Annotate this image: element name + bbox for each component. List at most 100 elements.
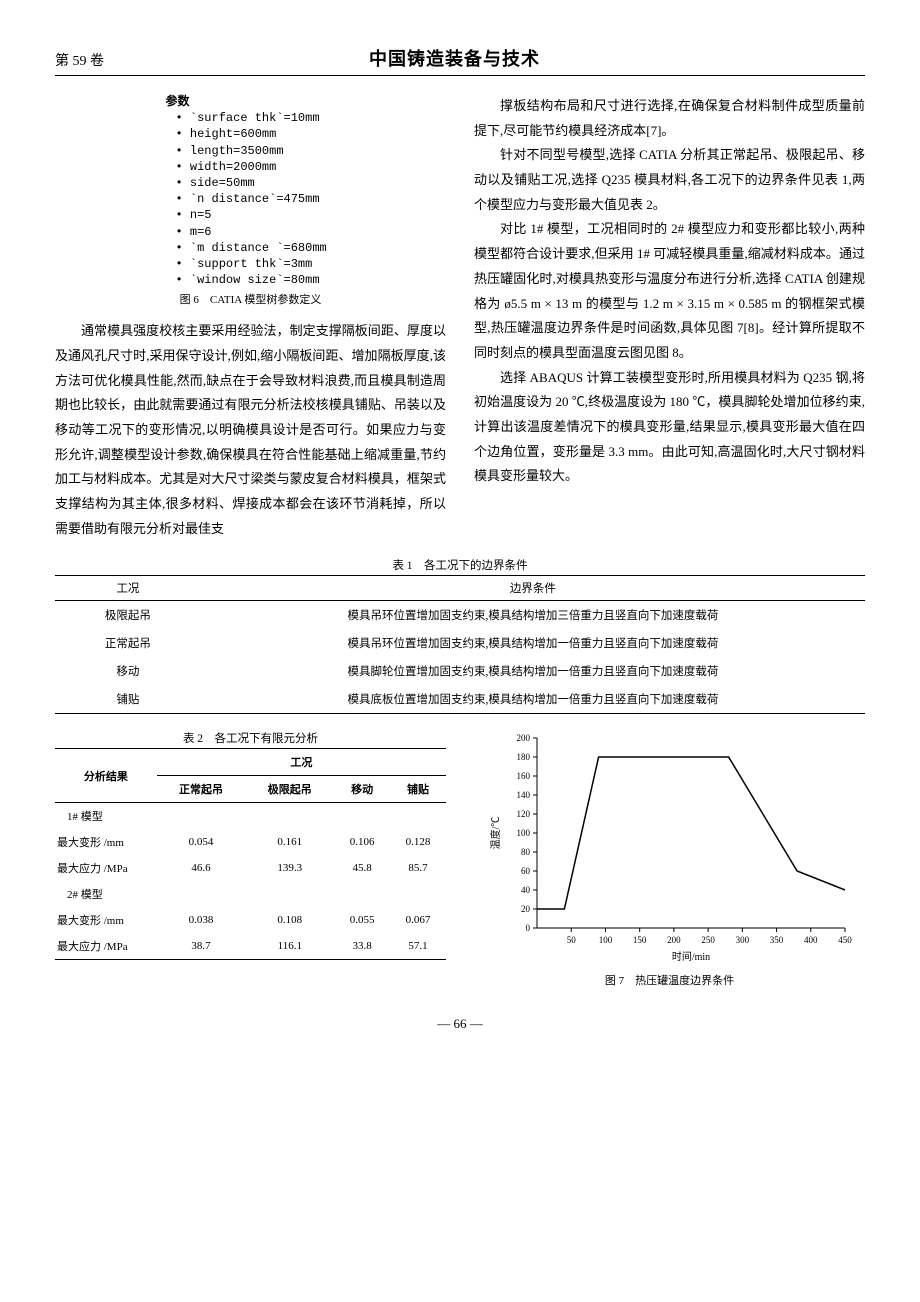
chart7-block: 0204060801001201401601802005010015020025…	[474, 730, 865, 996]
table2-model-name: 1# 模型	[55, 803, 446, 830]
table-row: 最大应力 /MPa46.6139.345.885.7	[55, 855, 446, 881]
table-cell: 0.067	[390, 907, 446, 933]
table-cell: 45.8	[334, 855, 390, 881]
param-leaf: n=5	[166, 207, 336, 223]
svg-text:60: 60	[521, 866, 531, 876]
table-cell: 模具吊环位置增加固支约束,模具结构增加一倍重力且竖直向下加速度载荷	[201, 629, 865, 657]
table-cell: 33.8	[334, 933, 390, 960]
table1: 工况 边界条件 极限起吊模具吊环位置增加固支约束,模具结构增加三倍重力且竖直向下…	[55, 575, 865, 714]
svg-text:180: 180	[516, 752, 530, 762]
table-row: 铺贴模具底板位置增加固支约束,模具结构增加一倍重力且竖直向下加速度载荷	[55, 685, 865, 714]
right-paragraph: 针对不同型号模型,选择 CATIA 分析其正常起吊、极限起吊、移动以及铺贴工况,…	[474, 143, 865, 217]
svg-text:350: 350	[769, 935, 783, 945]
table2-block: 表 2 各工况下有限元分析 分析结果 工况 正常起吊极限起吊移动铺贴 1# 模型…	[55, 730, 446, 960]
journal-title: 中国铸造装备与技术	[369, 45, 540, 71]
table2-caption: 表 2 各工况下有限元分析	[55, 730, 446, 746]
table2-row-label: 最大变形 /mm	[55, 907, 157, 933]
right-paragraph: 选择 ABAQUS 计算工装模型变形时,所用模具材料为 Q235 钢,将初始温度…	[474, 366, 865, 489]
param-root: 参数	[166, 94, 336, 110]
table-cell: 移动	[55, 657, 201, 685]
table2-subhead: 极限起吊	[245, 776, 334, 803]
left-paragraph: 通常模具强度校核主要采用经验法，制定支撑隔板间距、厚度以及通风孔尺寸时,采用保守…	[55, 319, 446, 541]
table-cell: 0.106	[334, 829, 390, 855]
table-row: 移动模具脚轮位置增加固支约束,模具结构增加一倍重力且竖直向下加速度载荷	[55, 657, 865, 685]
table-cell: 139.3	[245, 855, 334, 881]
table2-h-result: 分析结果	[55, 749, 157, 803]
table-cell: 46.6	[157, 855, 246, 881]
page-number: — 66 —	[55, 1016, 865, 1032]
bottom-row: 表 2 各工况下有限元分析 分析结果 工况 正常起吊极限起吊移动铺贴 1# 模型…	[55, 730, 865, 996]
param-leaf: height=600mm	[166, 126, 336, 142]
table-cell: 85.7	[390, 855, 446, 881]
table-cell: 0.038	[157, 907, 246, 933]
param-leaf: `support thk`=3mm	[166, 256, 336, 272]
table1-block: 表 1 各工况下的边界条件 工况 边界条件 极限起吊模具吊环位置增加固支约束,模…	[55, 557, 865, 714]
param-leaf: `m distance `=680mm	[166, 240, 336, 256]
table1-head-0: 工况	[55, 576, 201, 601]
svg-text:200: 200	[667, 935, 681, 945]
svg-text:450: 450	[838, 935, 852, 945]
param-leaf: side=50mm	[166, 175, 336, 191]
right-paragraph: 对比 1# 模型，工况相同时的 2# 模型应力和变形都比较小,两种模型都符合设计…	[474, 217, 865, 365]
table2-row-label: 最大应力 /MPa	[55, 933, 157, 960]
table1-caption: 表 1 各工况下的边界条件	[55, 557, 865, 573]
table-row: 正常起吊模具吊环位置增加固支约束,模具结构增加一倍重力且竖直向下加速度载荷	[55, 629, 865, 657]
page-header: 第 59 卷 中国铸造装备与技术	[55, 45, 865, 76]
table-row: 极限起吊模具吊环位置增加固支约束,模具结构增加三倍重力且竖直向下加速度载荷	[55, 601, 865, 630]
table-cell: 模具底板位置增加固支约束,模具结构增加一倍重力且竖直向下加速度载荷	[201, 685, 865, 714]
svg-text:50: 50	[566, 935, 576, 945]
table2-model-row: 1# 模型	[55, 803, 446, 830]
svg-text:140: 140	[516, 790, 530, 800]
table-cell: 0.055	[334, 907, 390, 933]
svg-text:100: 100	[516, 828, 530, 838]
svg-text:0: 0	[525, 923, 530, 933]
table2-model-row: 2# 模型	[55, 881, 446, 907]
table2-subhead: 移动	[334, 776, 390, 803]
table2-subhead: 铺贴	[390, 776, 446, 803]
table-cell: 0.054	[157, 829, 246, 855]
table2-row-label: 最大变形 /mm	[55, 829, 157, 855]
svg-text:120: 120	[516, 809, 530, 819]
svg-text:400: 400	[804, 935, 818, 945]
table-cell: 极限起吊	[55, 601, 201, 630]
svg-text:40: 40	[521, 885, 531, 895]
temperature-line-chart: 0204060801001201401601802005010015020025…	[485, 730, 855, 970]
table-row: 最大变形 /mm0.0540.1610.1060.128	[55, 829, 446, 855]
svg-text:200: 200	[516, 733, 530, 743]
table-cell: 116.1	[245, 933, 334, 960]
svg-text:250: 250	[701, 935, 715, 945]
svg-text:100: 100	[598, 935, 612, 945]
param-leaf: length=3500mm	[166, 143, 336, 159]
left-column: 参数 `surface thk`=10mmheight=600mmlength=…	[55, 94, 446, 541]
table-cell: 模具吊环位置增加固支约束,模具结构增加三倍重力且竖直向下加速度载荷	[201, 601, 865, 630]
right-paragraph: 撑板结构布局和尺寸进行选择,在确保复合材料制件成型质量前提下,尽可能节约模具经济…	[474, 94, 865, 143]
table-cell: 模具脚轮位置增加固支约束,模具结构增加一倍重力且竖直向下加速度载荷	[201, 657, 865, 685]
param-leaf: m=6	[166, 224, 336, 240]
table-cell: 0.108	[245, 907, 334, 933]
svg-text:时间/min: 时间/min	[671, 950, 709, 963]
svg-text:300: 300	[735, 935, 749, 945]
fig7-caption: 图 7 热压罐温度边界条件	[474, 972, 865, 988]
param-leaf: width=2000mm	[166, 159, 336, 175]
table-cell: 正常起吊	[55, 629, 201, 657]
fig6-caption: 图 6 CATIA 模型树参数定义	[55, 290, 446, 311]
table-row: 最大应力 /MPa38.7116.133.857.1	[55, 933, 446, 960]
svg-text:160: 160	[516, 771, 530, 781]
svg-text:温度/℃: 温度/℃	[489, 817, 502, 850]
body-columns: 参数 `surface thk`=10mmheight=600mmlength=…	[55, 94, 865, 541]
table-cell: 0.128	[390, 829, 446, 855]
table1-head-1: 边界条件	[201, 576, 865, 601]
right-column: 撑板结构布局和尺寸进行选择,在确保复合材料制件成型质量前提下,尽可能节约模具经济…	[474, 94, 865, 541]
table2-subhead: 正常起吊	[157, 776, 246, 803]
table2: 分析结果 工况 正常起吊极限起吊移动铺贴 1# 模型最大变形 /mm0.0540…	[55, 748, 446, 960]
param-leaf: `surface thk`=10mm	[166, 110, 336, 126]
table-cell: 0.161	[245, 829, 334, 855]
table2-row-label: 最大应力 /MPa	[55, 855, 157, 881]
table-cell: 57.1	[390, 933, 446, 960]
table-cell: 铺贴	[55, 685, 201, 714]
svg-text:150: 150	[632, 935, 646, 945]
svg-text:20: 20	[521, 904, 531, 914]
param-leaf: `n distance`=475mm	[166, 191, 336, 207]
table-row: 最大变形 /mm0.0380.1080.0550.067	[55, 907, 446, 933]
param-tree-figure: 参数 `surface thk`=10mmheight=600mmlength=…	[166, 94, 336, 288]
